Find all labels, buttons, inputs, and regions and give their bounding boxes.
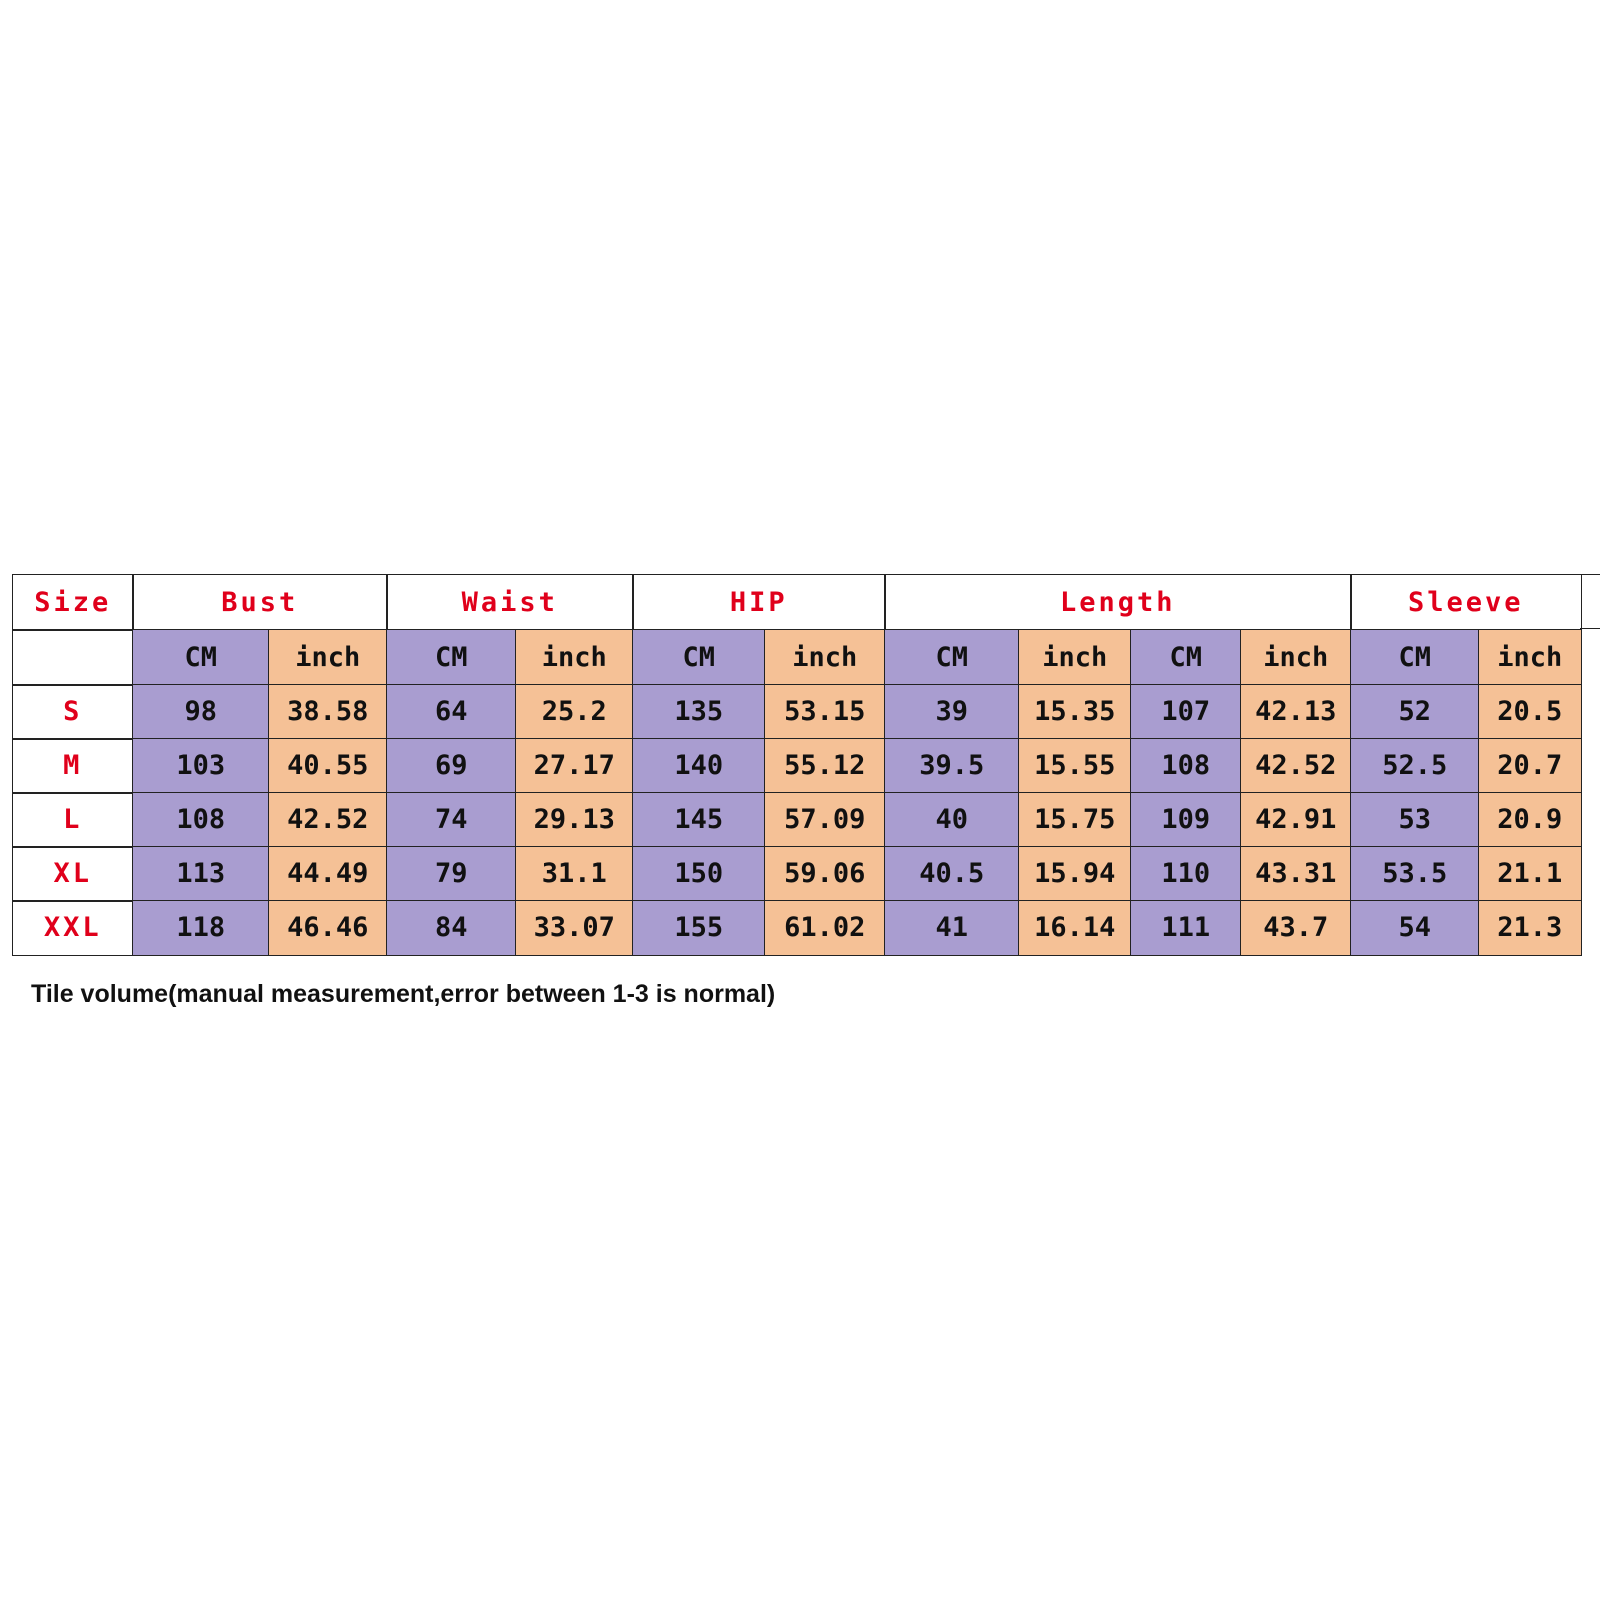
value-cell: 39 <box>884 684 1020 740</box>
value-cell: 113 <box>132 846 270 902</box>
value-cell: 74 <box>386 792 517 848</box>
value-cell: 21.1 <box>1478 846 1582 902</box>
unit-cell: CM <box>1350 629 1480 686</box>
value-cell: 40.5 <box>884 846 1020 902</box>
value-cell: 42.13 <box>1240 684 1352 740</box>
value-cell: 15.55 <box>1018 738 1132 794</box>
value-cell: 15.94 <box>1018 846 1132 902</box>
value-cell: 52.5 <box>1350 738 1480 794</box>
value-cell: 33.07 <box>515 900 634 956</box>
value-cell: 53 <box>1350 792 1480 848</box>
size-cell: M <box>12 738 134 794</box>
value-cell: 145 <box>632 792 766 848</box>
value-cell: 64 <box>386 684 517 740</box>
unit-cell: CM <box>632 629 766 686</box>
table-edge <box>1580 574 1600 629</box>
value-cell: 53.15 <box>764 684 886 740</box>
value-cell: 46.46 <box>268 900 388 956</box>
size-cell: XXL <box>12 900 134 956</box>
value-cell: 54 <box>1350 900 1480 956</box>
header-cell: Bust <box>132 574 388 631</box>
unit-cell: inch <box>764 629 886 686</box>
value-cell: 53.5 <box>1350 846 1480 902</box>
header-cell: Size <box>12 574 134 631</box>
value-cell: 150 <box>632 846 766 902</box>
unit-cell: CM <box>884 629 1020 686</box>
value-cell: 42.52 <box>268 792 388 848</box>
unit-cell: inch <box>1478 629 1582 686</box>
value-cell: 61.02 <box>764 900 886 956</box>
value-cell: 20.9 <box>1478 792 1582 848</box>
size-cell: L <box>12 792 134 848</box>
value-cell: 31.1 <box>515 846 634 902</box>
value-cell: 111 <box>1130 900 1242 956</box>
header-cell: Waist <box>386 574 634 631</box>
size-cell: XL <box>12 846 134 902</box>
value-cell: 41 <box>884 900 1020 956</box>
value-cell: 59.06 <box>764 846 886 902</box>
value-cell: 40 <box>884 792 1020 848</box>
value-cell: 108 <box>132 792 270 848</box>
unit-cell: inch <box>1018 629 1132 686</box>
value-cell: 108 <box>1130 738 1242 794</box>
value-cell: 43.31 <box>1240 846 1352 902</box>
unit-cell: inch <box>268 629 388 686</box>
value-cell: 57.09 <box>764 792 886 848</box>
value-cell: 42.52 <box>1240 738 1352 794</box>
value-cell: 69 <box>386 738 517 794</box>
unit-cell: inch <box>1240 629 1352 686</box>
value-cell: 44.49 <box>268 846 388 902</box>
value-cell: 21.3 <box>1478 900 1582 956</box>
unit-cell: inch <box>515 629 634 686</box>
value-cell: 98 <box>132 684 270 740</box>
value-cell: 140 <box>632 738 766 794</box>
value-cell: 110 <box>1130 846 1242 902</box>
unit-cell: CM <box>132 629 270 686</box>
value-cell: 135 <box>632 684 766 740</box>
value-cell: 25.2 <box>515 684 634 740</box>
value-cell: 109 <box>1130 792 1242 848</box>
value-cell: 103 <box>132 738 270 794</box>
header-cell: HIP <box>632 574 886 631</box>
note: Tile volume(manual measurement,error bet… <box>31 980 776 1008</box>
value-cell: 155 <box>632 900 766 956</box>
value-cell: 20.7 <box>1478 738 1582 794</box>
value-cell: 40.55 <box>268 738 388 794</box>
value-cell: 79 <box>386 846 517 902</box>
value-cell: 15.75 <box>1018 792 1132 848</box>
value-cell: 107 <box>1130 684 1242 740</box>
value-cell: 84 <box>386 900 517 956</box>
value-cell: 15.35 <box>1018 684 1132 740</box>
value-cell: 43.7 <box>1240 900 1352 956</box>
header-cell: Sleeve <box>1350 574 1582 631</box>
empty-cell <box>12 629 134 686</box>
header-cell: Length <box>884 574 1352 631</box>
unit-cell: CM <box>386 629 517 686</box>
value-cell: 29.13 <box>515 792 634 848</box>
size-cell: S <box>12 684 134 740</box>
value-cell: 42.91 <box>1240 792 1352 848</box>
value-cell: 27.17 <box>515 738 634 794</box>
value-cell: 52 <box>1350 684 1480 740</box>
unit-cell: CM <box>1130 629 1242 686</box>
value-cell: 20.5 <box>1478 684 1582 740</box>
value-cell: 118 <box>132 900 270 956</box>
value-cell: 39.5 <box>884 738 1020 794</box>
value-cell: 38.58 <box>268 684 388 740</box>
value-cell: 55.12 <box>764 738 886 794</box>
value-cell: 16.14 <box>1018 900 1132 956</box>
